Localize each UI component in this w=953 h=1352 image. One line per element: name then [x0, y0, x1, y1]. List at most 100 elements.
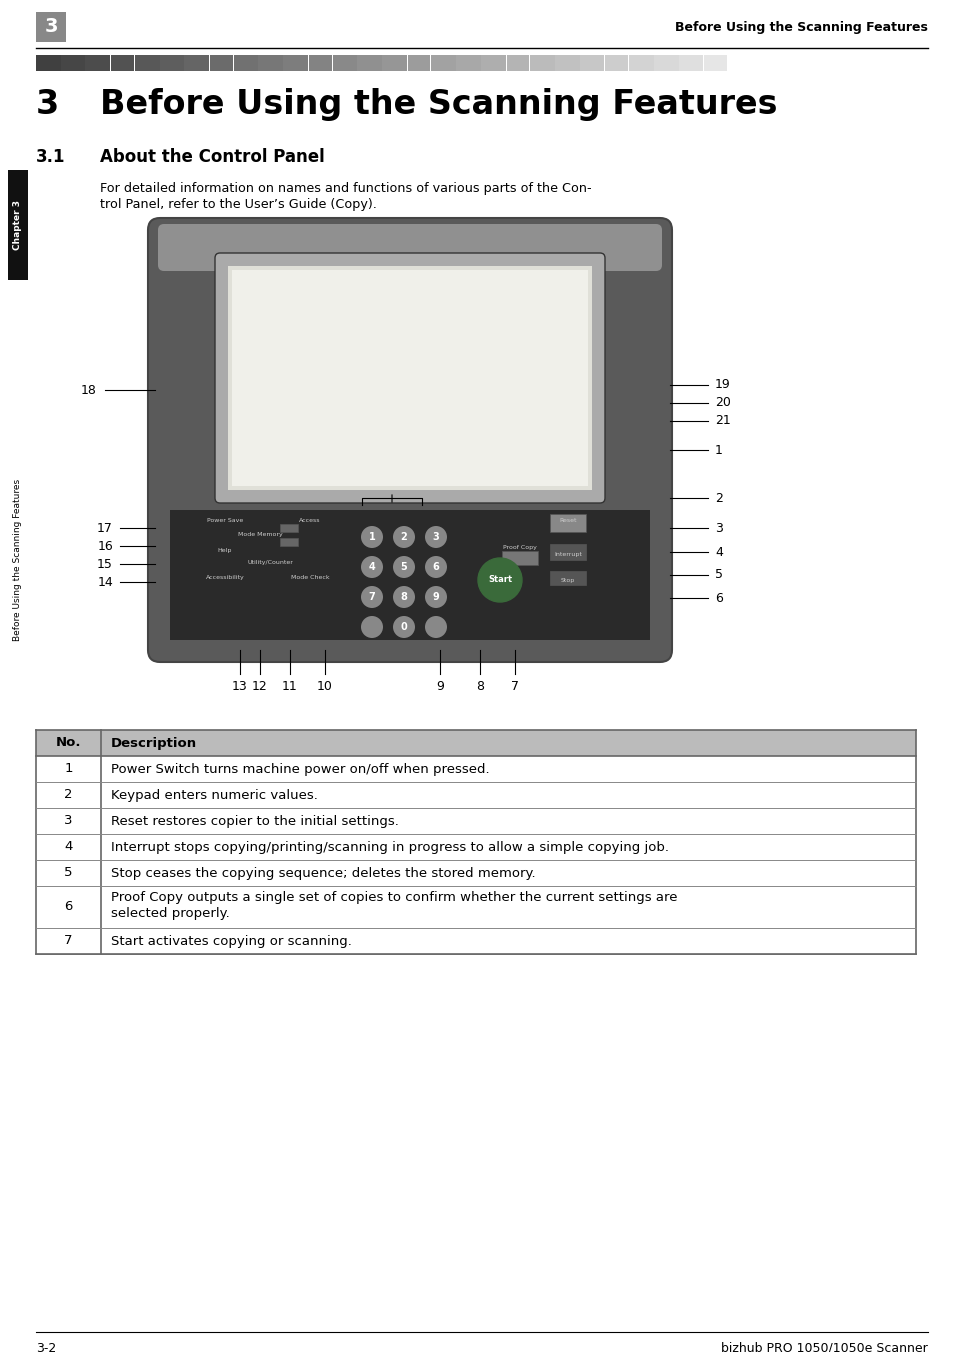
Bar [233, 55, 258, 72]
Circle shape [393, 556, 415, 579]
Bar [228, 266, 592, 489]
Bar [283, 55, 308, 72]
Bar [309, 55, 332, 72]
Circle shape [424, 526, 447, 548]
Bar [86, 55, 110, 72]
Bar [530, 55, 555, 72]
Circle shape [424, 617, 447, 638]
Bar [134, 55, 159, 72]
Text: 1: 1 [368, 531, 375, 542]
Text: Before Using the Scanning Features: Before Using the Scanning Features [13, 479, 23, 641]
Circle shape [477, 558, 521, 602]
Text: Stop ceases the copying sequence; deletes the stored memory.: Stop ceases the copying sequence; delete… [111, 867, 535, 880]
Bar [232, 270, 587, 485]
Bar [36, 12, 66, 42]
Text: 2: 2 [64, 788, 72, 802]
Circle shape [360, 526, 382, 548]
Text: bizhub PRO 1050/1050e Scanner: bizhub PRO 1050/1050e Scanner [720, 1341, 927, 1352]
Text: 2: 2 [400, 531, 407, 542]
Text: 0: 0 [400, 622, 407, 631]
Bar [280, 538, 297, 546]
Text: trol Panel, refer to the User’s Guide (Copy).: trol Panel, refer to the User’s Guide (C… [100, 197, 376, 211]
Text: Reset: Reset [558, 518, 577, 523]
Text: Interrupt stops copying/printing/scanning in progress to allow a simple copying : Interrupt stops copying/printing/scannin… [111, 841, 668, 853]
Text: 3: 3 [432, 531, 439, 542]
Bar [36, 55, 61, 72]
Text: 6: 6 [432, 562, 439, 572]
Bar [550, 544, 585, 560]
Text: 16: 16 [97, 539, 112, 553]
Text: 4: 4 [714, 545, 722, 558]
Text: 14: 14 [97, 576, 112, 588]
Text: Mode Memory: Mode Memory [237, 531, 282, 537]
Circle shape [360, 585, 382, 608]
Text: Proof Copy outputs a single set of copies to confirm whether the current setting: Proof Copy outputs a single set of copie… [111, 891, 677, 904]
Text: 6: 6 [714, 592, 722, 604]
Text: 15: 15 [97, 557, 112, 571]
Bar [333, 55, 357, 72]
Text: 18: 18 [81, 384, 97, 396]
Text: Utility/Counter: Utility/Counter [247, 560, 293, 565]
Text: 20: 20 [714, 396, 730, 410]
Text: 5: 5 [64, 867, 72, 880]
FancyBboxPatch shape [148, 218, 671, 662]
Text: 3-2: 3-2 [36, 1341, 56, 1352]
Bar [184, 55, 209, 72]
Text: 12: 12 [252, 680, 268, 694]
Bar [258, 55, 283, 72]
Text: Power Switch turns machine power on/off when pressed.: Power Switch turns machine power on/off … [111, 763, 489, 776]
Text: For detailed information on names and functions of various parts of the Con-: For detailed information on names and fu… [100, 183, 591, 195]
Text: Proof Copy: Proof Copy [502, 545, 537, 550]
Bar [605, 55, 627, 72]
Bar [407, 55, 430, 72]
Text: 3.1: 3.1 [36, 147, 66, 166]
Text: Interrupt: Interrupt [554, 552, 581, 557]
Bar [501, 552, 537, 565]
Text: 5: 5 [400, 562, 407, 572]
Text: selected properly.: selected properly. [111, 907, 230, 921]
Text: 7: 7 [368, 592, 375, 602]
Circle shape [393, 585, 415, 608]
Text: 1: 1 [64, 763, 72, 776]
Text: 5: 5 [714, 568, 722, 581]
Bar [555, 55, 579, 72]
Bar [280, 525, 297, 531]
Text: 21: 21 [714, 415, 730, 427]
Bar [579, 55, 604, 72]
Text: Before Using the Scanning Features: Before Using the Scanning Features [675, 20, 927, 34]
Circle shape [393, 617, 415, 638]
Text: 19: 19 [714, 379, 730, 392]
Bar [703, 55, 726, 72]
Bar [628, 55, 653, 72]
Bar [431, 55, 456, 72]
Circle shape [393, 526, 415, 548]
Text: Keypad enters numeric values.: Keypad enters numeric values. [111, 788, 317, 802]
Bar [36, 730, 915, 756]
Text: Access: Access [299, 518, 320, 523]
Text: Start activates copying or scanning.: Start activates copying or scanning. [111, 934, 352, 948]
Text: Mode Check: Mode Check [291, 575, 329, 580]
Bar [112, 55, 133, 72]
Text: 7: 7 [511, 680, 518, 694]
Text: 7: 7 [64, 934, 72, 948]
Text: 11: 11 [282, 680, 297, 694]
Text: 3: 3 [714, 522, 722, 534]
Bar [61, 55, 86, 72]
Bar [357, 55, 381, 72]
Bar [678, 55, 702, 72]
Text: Accessibility: Accessibility [206, 575, 244, 580]
Text: Description: Description [111, 737, 197, 749]
Text: 3: 3 [64, 814, 72, 827]
Circle shape [424, 585, 447, 608]
Text: 10: 10 [316, 680, 333, 694]
Circle shape [424, 556, 447, 579]
Circle shape [360, 556, 382, 579]
Text: 9: 9 [436, 680, 443, 694]
Text: 17: 17 [97, 522, 112, 534]
Text: 8: 8 [400, 592, 407, 602]
Text: 4: 4 [368, 562, 375, 572]
Text: Reset restores copier to the initial settings.: Reset restores copier to the initial set… [111, 814, 398, 827]
Bar [653, 55, 678, 72]
Bar [8, 170, 28, 280]
Text: 6: 6 [64, 900, 72, 914]
